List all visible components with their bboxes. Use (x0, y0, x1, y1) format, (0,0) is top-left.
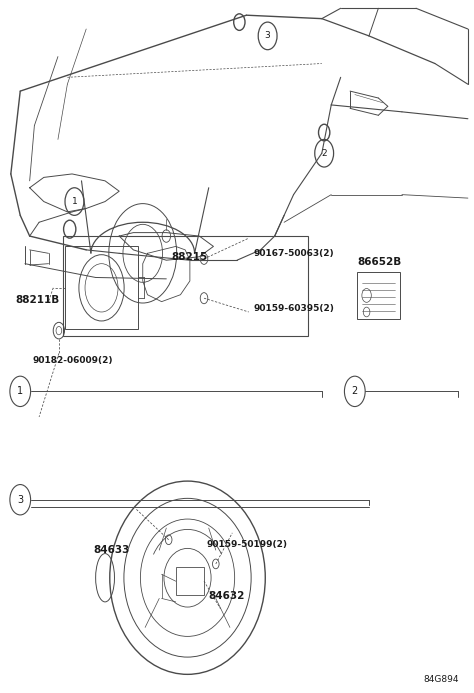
Text: 1: 1 (17, 387, 23, 396)
Text: 86652B: 86652B (357, 257, 401, 267)
Bar (357, 272, 400, 319)
Text: 90159-50199(2): 90159-50199(2) (206, 540, 287, 549)
Text: 84G894: 84G894 (423, 675, 458, 684)
Text: 84632: 84632 (209, 591, 245, 602)
Text: 84633: 84633 (93, 545, 130, 555)
Bar (63, 236, 308, 336)
Text: 88215: 88215 (171, 252, 207, 262)
Text: 2: 2 (352, 387, 358, 396)
Text: 90167-50063(2): 90167-50063(2) (254, 249, 334, 258)
Text: 1: 1 (72, 197, 77, 206)
Text: 3: 3 (17, 495, 23, 505)
Text: 88211B: 88211B (16, 295, 60, 304)
Bar (65, 247, 138, 329)
Bar (176, 568, 204, 595)
Text: 90159-60395(2): 90159-60395(2) (254, 304, 334, 313)
Text: 90182-06009(2): 90182-06009(2) (32, 356, 112, 365)
Text: 2: 2 (321, 149, 327, 158)
Text: 3: 3 (265, 31, 271, 40)
